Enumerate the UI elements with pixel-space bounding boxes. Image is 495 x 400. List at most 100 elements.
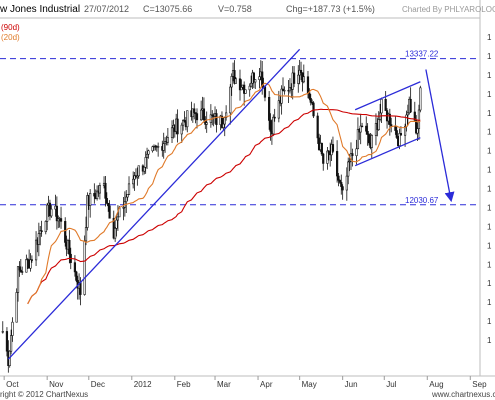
candle-body <box>59 218 63 222</box>
candle-body <box>351 153 354 157</box>
candle-body <box>409 98 412 113</box>
candle-body <box>277 100 280 119</box>
candle-body <box>390 124 393 127</box>
candle-body <box>398 133 401 147</box>
x-tick-label: Jun <box>345 380 358 389</box>
candle-body <box>79 282 82 295</box>
candle-body <box>223 117 226 125</box>
candle-body <box>419 87 422 111</box>
y-tick-label: 1 <box>487 203 492 212</box>
trend-arrow <box>425 69 455 203</box>
candle-body <box>205 122 208 125</box>
y-tick-label: 1 <box>487 71 492 80</box>
sma-20d-line <box>27 82 421 305</box>
candle-body <box>182 120 185 126</box>
y-tick-label: 1 <box>487 241 492 250</box>
header-volume: V=0.758 <box>218 4 252 14</box>
candle-body <box>322 153 325 164</box>
candle-body <box>147 150 150 155</box>
x-tick-label: Sep <box>472 380 487 389</box>
candle-body <box>380 98 383 114</box>
candle-body <box>151 146 154 152</box>
candle-body <box>104 182 107 199</box>
y-tick-label: 1 <box>487 222 492 231</box>
header-close: C=13075.66 <box>143 4 192 14</box>
y-tick-label: 1 <box>487 260 492 269</box>
candle-body <box>145 153 149 158</box>
candle-body <box>238 78 242 91</box>
candle-body <box>84 227 88 242</box>
candle-body <box>229 86 232 114</box>
x-tick-label: Nov <box>49 380 63 389</box>
candle-body <box>403 126 407 136</box>
candle-body <box>244 89 247 94</box>
candle-body <box>268 96 271 121</box>
candle-body <box>89 193 92 206</box>
candle-body <box>98 185 101 194</box>
trendlines <box>7 48 455 360</box>
candle-body <box>5 331 9 352</box>
candle-body <box>1 331 4 333</box>
header-credit: Charted By PHLYAROLOGIST <box>402 5 495 14</box>
candle-body <box>157 146 160 148</box>
trendline <box>354 137 421 167</box>
candle-body <box>406 112 409 116</box>
candle-body <box>21 271 24 273</box>
candle-body <box>50 208 53 217</box>
candle-body <box>200 109 203 121</box>
candle-body <box>204 119 207 125</box>
candle-body <box>202 108 206 121</box>
candle-body <box>302 76 305 83</box>
candle-body <box>9 335 13 352</box>
x-tick-label: Dec <box>91 380 105 389</box>
candle-body <box>107 202 110 207</box>
candle-body <box>240 87 243 91</box>
candle-body <box>416 128 419 134</box>
candle-body <box>144 157 147 168</box>
candle-body <box>115 219 118 229</box>
chart-header: w Jones Industrial 27/07/2012 C=13075.66… <box>0 4 495 42</box>
x-tick-label: Aug <box>429 380 443 389</box>
candle-body <box>327 150 330 154</box>
candle-body <box>297 74 300 84</box>
candle-body <box>337 175 340 181</box>
candle-body <box>180 124 183 135</box>
candle-body <box>40 230 43 233</box>
candle-body <box>34 239 38 261</box>
candle-body <box>316 115 319 139</box>
candle-body <box>133 175 136 180</box>
footer-site: www.chartnexus.com <box>431 390 495 399</box>
candle-body <box>19 269 22 272</box>
candle-body <box>122 207 125 209</box>
candle-body <box>417 109 421 129</box>
candle-body <box>309 98 312 103</box>
x-tick-label: 2012 <box>134 380 152 389</box>
y-tick-label: 1 <box>487 166 492 175</box>
candle-body <box>299 69 303 74</box>
candle-body <box>25 259 28 273</box>
level-label: 12030.67 <box>405 196 439 205</box>
candle-body <box>126 193 129 198</box>
candle-body <box>254 79 257 83</box>
candle-body <box>258 76 261 80</box>
candle-body <box>163 141 167 145</box>
candle-body <box>225 112 228 118</box>
candle-body <box>248 85 251 91</box>
candle-body <box>83 240 86 295</box>
candle-body <box>326 150 329 164</box>
candle-body <box>15 292 18 323</box>
trendline <box>7 48 301 360</box>
candle-body <box>243 84 246 94</box>
candle-body <box>293 72 296 84</box>
candle-body <box>272 116 275 135</box>
candle-body <box>215 113 218 125</box>
y-tick-label: 1 <box>487 185 492 194</box>
candle-body <box>388 113 391 125</box>
candle-body <box>194 112 197 114</box>
candle-body <box>46 204 49 222</box>
y-tick-label: 1 <box>487 128 492 137</box>
candle-body <box>127 183 131 195</box>
candle-body <box>320 143 323 155</box>
